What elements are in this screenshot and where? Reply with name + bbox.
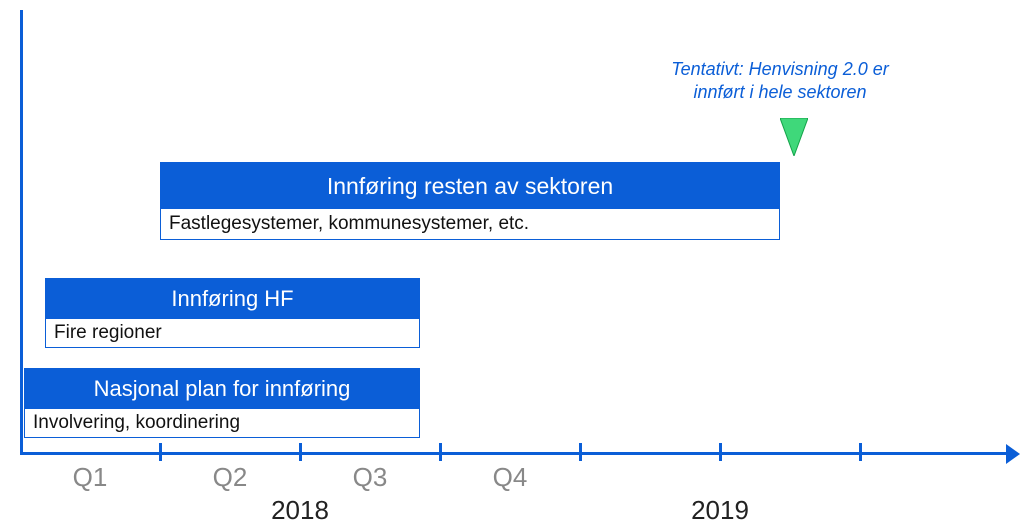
x-tick	[579, 443, 582, 461]
x-tick	[719, 443, 722, 461]
quarter-label-q3: Q3	[353, 462, 388, 493]
bar-innforing-hf: Innføring HF Fire regioner	[45, 278, 420, 348]
bar-subtitle: Fastlegesystemer, kommunesystemer, etc.	[161, 209, 779, 239]
x-tick	[299, 443, 302, 461]
x-tick	[859, 443, 862, 461]
y-axis	[20, 10, 23, 452]
x-axis-arrow	[1006, 444, 1020, 464]
x-tick	[159, 443, 162, 461]
milestone-label: Tentativt: Henvisning 2.0 er innført i h…	[671, 58, 888, 103]
quarter-label-q2: Q2	[213, 462, 248, 493]
bar-innforing-resten: Innføring resten av sektoren Fastlegesys…	[160, 162, 780, 240]
bar-subtitle: Involvering, koordinering	[25, 409, 419, 437]
year-label-2018: 2018	[271, 495, 329, 526]
x-tick	[439, 443, 442, 461]
bar-title: Innføring HF	[46, 279, 419, 319]
bar-nasjonal-plan: Nasjonal plan for innføring Involvering,…	[24, 368, 420, 438]
bar-title: Innføring resten av sektoren	[161, 163, 779, 209]
quarter-label-q1: Q1	[73, 462, 108, 493]
year-label-2019: 2019	[691, 495, 749, 526]
quarter-label-q4: Q4	[493, 462, 528, 493]
milestone-label-line1: Tentativt: Henvisning 2.0 er	[671, 59, 888, 79]
milestone-label-line2: innført i hele sektoren	[693, 82, 866, 102]
bar-subtitle: Fire regioner	[46, 319, 419, 347]
bar-title: Nasjonal plan for innføring	[25, 369, 419, 409]
timeline-chart: Q1 Q2 Q3 Q4 2018 2019 Nasjonal plan for …	[0, 0, 1024, 529]
